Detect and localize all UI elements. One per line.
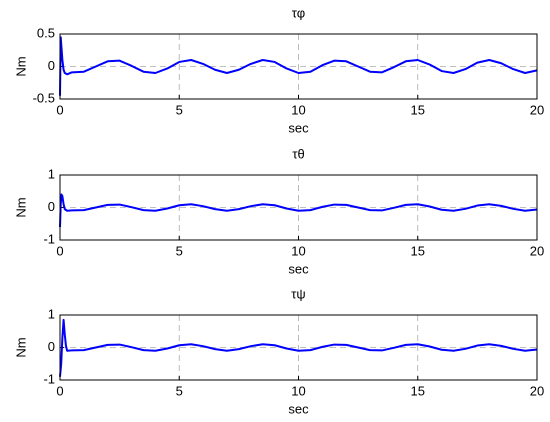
chart-title: τθ [292,146,304,161]
plot-frame [59,33,538,100]
x-tick-label: 5 [176,383,183,398]
plot-frame [59,174,538,241]
y-tick-label: -0.5 [33,90,55,105]
x-tick-label: 20 [530,243,544,258]
x-tick-label: 15 [411,243,425,258]
x-tick-label: 20 [530,102,544,117]
data-line [59,318,538,377]
y-tick-label: 0.5 [37,25,55,40]
x-tick-label: 10 [291,383,305,398]
y-tick-label: -1 [43,371,55,386]
x-axis-label: sec [288,261,309,276]
y-axis-label: Nm [13,197,28,217]
x-tick-label: 20 [530,383,544,398]
y-axis-label: Nm [13,56,28,76]
x-tick-label: 0 [56,102,63,117]
y-tick-label: 1 [48,306,55,321]
y-tick-label: 1 [48,166,55,181]
x-tick-label: 15 [411,102,425,117]
plot-frame [59,314,538,381]
x-tick-label: 5 [176,243,183,258]
x-tick-label: 15 [411,383,425,398]
x-tick-label: 0 [56,383,63,398]
x-axis-label: sec [288,401,309,416]
x-tick-label: 0 [56,243,63,258]
x-tick-label: 5 [176,102,183,117]
y-tick-label: 0 [48,199,55,214]
x-tick-label: 10 [291,102,305,117]
y-axis-label: Nm [13,337,28,357]
data-line [59,193,538,228]
chart-title: τφ [292,5,305,20]
y-tick-label: 0 [48,339,55,354]
data-line [59,36,538,96]
y-tick-label: -1 [43,231,55,246]
chart-title: τψ [291,286,305,301]
y-tick-label: 0 [48,58,55,73]
x-axis-label: sec [288,120,309,135]
x-tick-label: 10 [291,243,305,258]
